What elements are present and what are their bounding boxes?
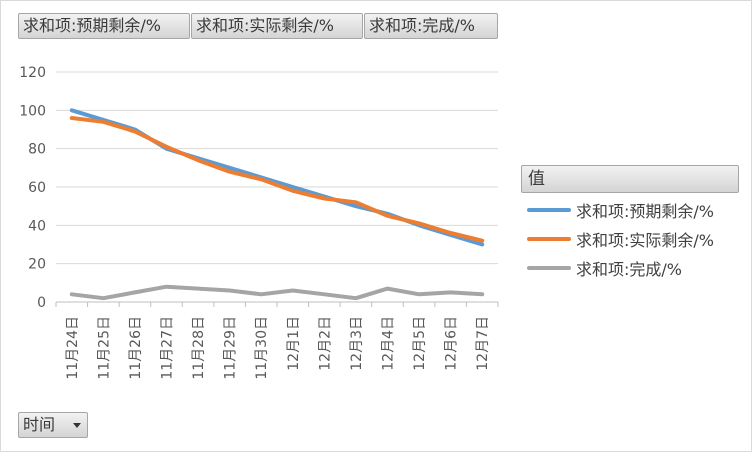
series-1-point-1 <box>101 120 105 124</box>
legend-swatch-actual <box>527 237 571 241</box>
series-2-point-11 <box>417 292 421 296</box>
series-1-point-7 <box>291 189 295 193</box>
series-0-point-0 <box>70 108 74 112</box>
x-tick-label-11: 12月5日 <box>412 316 428 371</box>
series-0-point-13 <box>480 243 484 246</box>
series-1-point-0 <box>70 116 74 120</box>
time-field-label: 时间 <box>23 415 56 434</box>
series-1-point-11 <box>417 221 421 225</box>
legend-item-actual: 求和项:实际剩余/% <box>527 227 714 251</box>
y-tick-label-100: 100 <box>19 103 46 119</box>
chevron-down-icon <box>73 423 81 428</box>
x-tick-label-4: 11月28日 <box>191 316 207 380</box>
x-tick-label-3: 11月27日 <box>160 316 176 380</box>
series-2-point-4 <box>196 287 200 291</box>
legend-swatch-expected <box>527 208 571 212</box>
series-2-point-12 <box>449 290 453 294</box>
y-tick-label-20: 20 <box>28 257 46 273</box>
x-tick-label-10: 12月4日 <box>381 316 397 371</box>
series-2-point-7 <box>291 289 295 292</box>
series-1-point-9 <box>354 200 358 204</box>
series-2-point-10 <box>386 287 389 291</box>
series-2-point-9 <box>354 296 358 300</box>
series-2-point-1 <box>101 296 105 300</box>
y-tick-label-40: 40 <box>28 218 46 234</box>
series-1-point-3 <box>165 145 168 149</box>
x-tick-label-1: 11月25日 <box>96 316 112 380</box>
series-1-point-6 <box>259 177 263 181</box>
series-1-point-12 <box>449 231 453 235</box>
series-1-point-8 <box>322 197 326 200</box>
legend-title[interactable]: 值 <box>521 165 739 193</box>
series-2-point-5 <box>228 289 232 292</box>
legend-label-completed: 求和项:完成/% <box>576 260 682 279</box>
series-2-point-8 <box>322 292 326 296</box>
time-field-dropdown[interactable]: 时间 <box>18 412 88 438</box>
y-tick-label-80: 80 <box>28 142 46 158</box>
series-0-point-7 <box>291 185 295 189</box>
series-2-point-2 <box>133 290 137 294</box>
field-button-completed[interactable]: 求和项:完成/% <box>364 13 498 39</box>
y-tick-label-60: 60 <box>28 180 46 196</box>
series-2-point-3 <box>165 285 168 289</box>
series-2-point-6 <box>259 292 263 296</box>
x-tick-label-5: 11月29日 <box>223 316 239 380</box>
legend-label-expected: 求和项:预期剩余/% <box>576 202 714 221</box>
series-2-point-13 <box>480 292 484 296</box>
x-tick-label-2: 11月26日 <box>128 316 144 380</box>
legend-item-expected: 求和项:预期剩余/% <box>527 198 714 222</box>
legend-item-completed: 求和项:完成/% <box>527 256 682 280</box>
series-0-point-9 <box>354 204 358 208</box>
y-tick-label-120: 120 <box>19 65 46 81</box>
legend-label-actual: 求和项:实际剩余/% <box>576 231 714 250</box>
series-1-point-5 <box>228 170 232 174</box>
series-0-point-5 <box>228 166 232 170</box>
x-tick-label-13: 12月7日 <box>475 316 491 371</box>
series-1-point-4 <box>196 158 200 162</box>
series-line-2 <box>69 284 485 301</box>
series-1-point-10 <box>386 214 389 218</box>
field-button-actual-remaining[interactable]: 求和项:实际剩余/% <box>191 13 363 39</box>
series-line-1 <box>69 116 485 243</box>
x-tick-label-12: 12月6日 <box>444 316 460 371</box>
series-1-point-2 <box>133 129 137 133</box>
legend-swatch-completed <box>527 266 571 270</box>
series-2-point-0 <box>70 292 74 296</box>
x-tick-label-7: 12月1日 <box>286 316 302 371</box>
x-tick-label-8: 12月2日 <box>317 316 333 371</box>
series-1-point-13 <box>480 239 484 243</box>
x-tick-label-0: 11月24日 <box>65 316 81 380</box>
field-button-expected-remaining[interactable]: 求和项:预期剩余/% <box>18 13 190 39</box>
x-tick-label-6: 11月30日 <box>254 316 270 380</box>
x-tick-label-9: 12月3日 <box>349 316 365 371</box>
y-tick-label-0: 0 <box>37 295 46 311</box>
